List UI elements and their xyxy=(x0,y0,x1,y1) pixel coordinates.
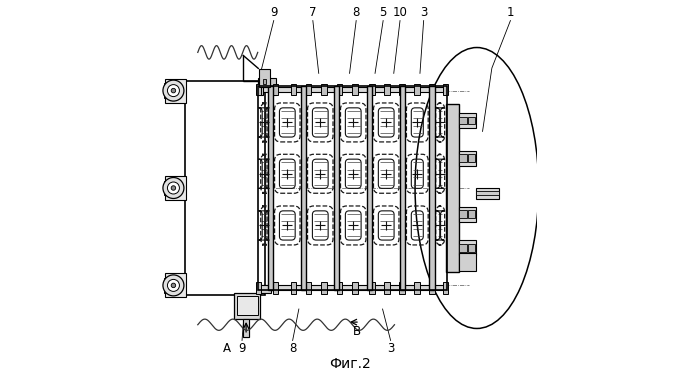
Bar xyxy=(322,282,326,294)
Bar xyxy=(268,86,273,290)
Circle shape xyxy=(171,88,175,93)
Bar xyxy=(468,154,475,162)
Text: 1: 1 xyxy=(507,6,514,19)
Bar xyxy=(400,86,405,290)
Bar xyxy=(259,69,270,87)
Bar xyxy=(476,191,498,196)
Bar xyxy=(476,188,498,199)
Bar xyxy=(459,211,467,218)
Bar xyxy=(468,244,475,252)
Bar xyxy=(185,81,265,295)
Bar xyxy=(291,282,296,294)
Text: Фиг.2: Фиг.2 xyxy=(329,357,370,371)
Bar xyxy=(164,83,168,98)
Bar xyxy=(459,117,467,124)
Bar xyxy=(334,86,340,290)
Text: 5: 5 xyxy=(380,6,387,19)
Bar xyxy=(259,285,446,290)
Circle shape xyxy=(171,283,175,288)
Circle shape xyxy=(168,279,180,291)
Text: 9: 9 xyxy=(238,342,246,355)
Text: B: B xyxy=(353,324,361,338)
Bar xyxy=(367,86,373,290)
Bar xyxy=(234,293,260,319)
Text: 9: 9 xyxy=(270,6,278,19)
Bar xyxy=(429,282,435,294)
Text: 8: 8 xyxy=(352,6,360,19)
Text: 3: 3 xyxy=(420,6,427,19)
Bar xyxy=(305,84,311,95)
Circle shape xyxy=(163,80,184,101)
Bar xyxy=(415,84,419,95)
Bar xyxy=(459,154,467,162)
Text: 8: 8 xyxy=(289,342,296,355)
Bar xyxy=(384,282,389,294)
Bar xyxy=(165,176,186,200)
Bar xyxy=(259,87,446,92)
Bar xyxy=(384,84,389,95)
Bar xyxy=(443,282,448,294)
Bar xyxy=(459,253,476,271)
Bar xyxy=(256,282,261,294)
Bar xyxy=(301,86,306,290)
Bar xyxy=(399,282,405,294)
Bar xyxy=(258,78,264,95)
Text: A: A xyxy=(223,342,231,355)
Text: 10: 10 xyxy=(393,6,408,19)
Bar xyxy=(243,319,250,337)
Bar xyxy=(369,282,375,294)
Bar xyxy=(305,282,311,294)
Bar xyxy=(459,207,476,222)
Bar xyxy=(369,84,375,95)
Bar xyxy=(258,285,271,293)
Circle shape xyxy=(168,182,180,194)
Bar xyxy=(459,113,476,128)
Bar xyxy=(429,84,435,95)
Circle shape xyxy=(168,85,180,97)
Bar xyxy=(446,104,459,272)
Bar xyxy=(459,150,476,165)
Bar xyxy=(459,244,467,252)
Bar xyxy=(165,273,186,297)
Bar xyxy=(459,240,476,255)
Bar xyxy=(429,86,435,290)
Bar xyxy=(164,278,168,293)
Bar xyxy=(164,180,168,196)
Bar xyxy=(468,117,475,124)
Circle shape xyxy=(171,186,175,190)
Bar xyxy=(337,84,343,95)
Bar xyxy=(415,282,419,294)
Text: 7: 7 xyxy=(309,6,317,19)
Bar xyxy=(322,84,326,95)
Bar xyxy=(443,84,448,95)
Bar xyxy=(165,79,186,103)
Bar xyxy=(259,86,447,290)
Text: 3: 3 xyxy=(387,342,394,355)
Circle shape xyxy=(163,177,184,199)
Bar xyxy=(258,82,271,91)
Bar xyxy=(256,84,261,95)
Bar xyxy=(291,84,296,95)
Bar xyxy=(352,282,358,294)
Bar xyxy=(237,296,258,315)
Bar xyxy=(273,282,278,294)
Bar xyxy=(273,84,278,95)
Bar xyxy=(399,84,405,95)
Bar xyxy=(337,282,343,294)
Bar xyxy=(468,211,475,218)
Bar xyxy=(270,78,275,95)
Circle shape xyxy=(163,275,184,296)
Bar xyxy=(352,84,358,95)
Bar xyxy=(258,82,271,91)
Bar xyxy=(263,79,266,84)
